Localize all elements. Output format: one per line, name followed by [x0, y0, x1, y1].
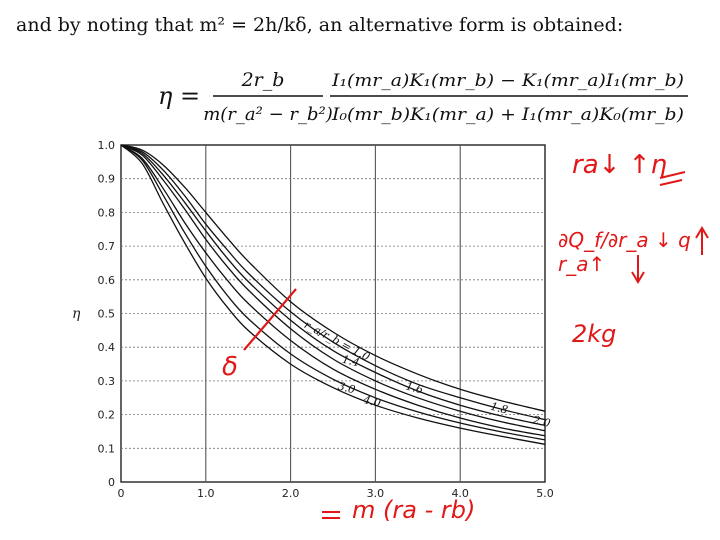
axis-ticks: 0 1.0 2.0 3.0 4.0 5.000.10.20.30.40.50.60.70.… — [98, 139, 554, 500]
handwritten-annotations — [243, 171, 709, 519]
annotation-2kg: 2kg — [572, 320, 617, 348]
curve-label: 2.0 — [531, 413, 552, 430]
grid — [120, 144, 546, 483]
xaxis-underline — [322, 511, 340, 519]
formula-lhs: η = — [158, 82, 200, 110]
y-tick-label: 0.2 — [98, 409, 116, 422]
formula-frac1-denominator: m(r_a² − r_b²) — [203, 104, 333, 125]
annotation-dq-dra: ∂Q_f/∂r_a ↓ q r_a↑ — [558, 228, 691, 276]
y-axis-label: η — [72, 306, 81, 322]
curve-ratio-2.0 — [120, 144, 546, 412]
annotation-xaxis-label: m (ra - rb) — [352, 496, 476, 524]
arrow-down-mark — [631, 255, 645, 284]
y-tick-label: 1.0 — [98, 139, 116, 152]
x-tick-label: 5.0 — [536, 487, 554, 500]
curve-labels: r_a/r_b = 1.01.41.63.04.0 1.82.0 — [302, 318, 552, 430]
curve-ratio-1.4 — [120, 144, 546, 432]
arrow-up-mark — [695, 226, 709, 255]
y-tick-label: 0.8 — [98, 206, 116, 219]
y-tick-label: 0.3 — [98, 375, 116, 388]
y-tick-label: 0.4 — [98, 341, 116, 354]
curve-ratio-1.6 — [120, 144, 546, 427]
curve-ratio-4.0 — [120, 144, 546, 445]
x-tick-label: 1.0 — [197, 487, 215, 500]
delta-pointer-line — [243, 288, 297, 351]
formula-frac2-numerator: I₁(mr_a)K₁(mr_b) − K₁(mr_a)I₁(mr_b) — [331, 71, 684, 91]
y-tick-label: 0.1 — [98, 442, 116, 455]
x-tick-label: 0 — [118, 487, 125, 500]
curve-label: 1.6 — [404, 380, 424, 397]
curve-ratio-1.8 — [120, 144, 546, 421]
formula-frac2-denominator: I₀(mr_b)K₁(mr_a) + I₁(mr_a)K₀(mr_b) — [331, 105, 684, 125]
curve-ratio-3.0 — [120, 144, 546, 441]
y-tick-label: 0.7 — [98, 240, 116, 253]
curve-ratio-1.0 — [120, 144, 546, 437]
curve-label: 4.0 — [361, 393, 382, 410]
intro-text: and by noting that m² = 2h/kδ, an altern… — [16, 14, 624, 36]
y-tick-label: 0.5 — [98, 308, 116, 321]
annotation-ra-eta: ra↓ ↑η — [572, 150, 667, 180]
equals-under-eta — [659, 171, 686, 186]
curve-label: 3.0 — [337, 380, 357, 397]
curve-label: 1.8 — [489, 400, 509, 417]
annotation-delta: δ — [222, 352, 238, 382]
x-tick-label: 4.0 — [451, 487, 469, 500]
y-tick-label: 0 — [108, 476, 115, 489]
curve-label: 1.4 — [341, 353, 361, 370]
x-tick-label: 3.0 — [367, 487, 385, 500]
curves — [120, 144, 546, 445]
y-tick-label: 0.6 — [98, 274, 116, 287]
efficiency-formula: η = 2r_b m(r_a² − r_b²) I₁(mr_a)K₁(mr_b)… — [158, 69, 688, 125]
x-tick-label: 2.0 — [282, 487, 300, 500]
formula-frac1-numerator: 2r_b — [241, 69, 285, 91]
y-tick-label: 0.9 — [98, 173, 116, 186]
